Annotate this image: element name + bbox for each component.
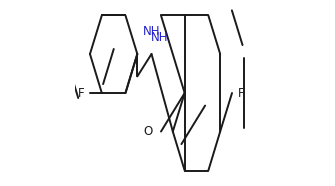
Text: NH: NH xyxy=(143,25,160,38)
Text: F: F xyxy=(77,86,84,100)
Text: F: F xyxy=(238,86,245,100)
Text: O: O xyxy=(143,125,153,138)
Text: NH: NH xyxy=(151,31,169,44)
